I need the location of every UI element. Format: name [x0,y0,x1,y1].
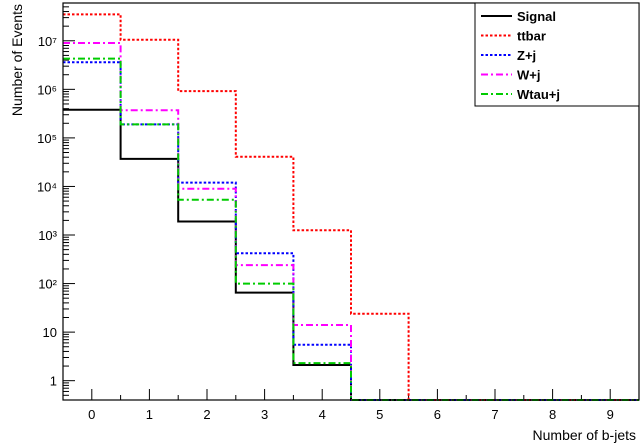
x-tick-label: 7 [491,407,498,422]
legend-label: ttbar [517,29,546,44]
y-tick-label: 10⁷ [38,34,57,49]
x-tick-label: 5 [376,407,383,422]
tick-labels: 1 10 10² 10³ 10⁴ 10⁵ 10⁶ 10⁷ 0 1 2 3 4 5 6 7 8 9 [37,34,614,422]
x-tick-label: 3 [261,407,268,422]
legend-label: W+j [517,68,540,83]
x-axis-title: Number of b-jets [533,427,636,443]
x-tick-label: 6 [434,407,441,422]
y-tick-label: 10⁴ [37,179,57,194]
legend-label: Z+j [517,48,536,63]
y-tick-label: 10 [43,325,57,340]
y-tick-label: 10³ [38,228,57,243]
series-line-wtau-j [63,57,639,401]
x-tick-label: 2 [203,407,210,422]
legend: Signal ttbar Z+j W+j Wtau+j [474,2,640,107]
x-tick-label: 4 [319,407,326,422]
x-tick-label: 9 [607,407,614,422]
legend-box [474,2,640,107]
y-axis-title: Number of Events [9,4,25,116]
y-tick-label: 10⁶ [37,82,57,97]
y-tick-label: 10² [38,277,57,292]
x-tick-label: 1 [146,407,153,422]
plot-frame [62,2,640,401]
y-tick-label: 1 [50,374,57,389]
y-tick-label: 10⁵ [37,131,57,146]
x-tick-label: 8 [549,407,556,422]
legend-label: Signal [517,9,556,24]
x-tick-label: 0 [88,407,95,422]
legend-label: Wtau+j [517,87,560,102]
series-line-ttbar [63,13,639,401]
